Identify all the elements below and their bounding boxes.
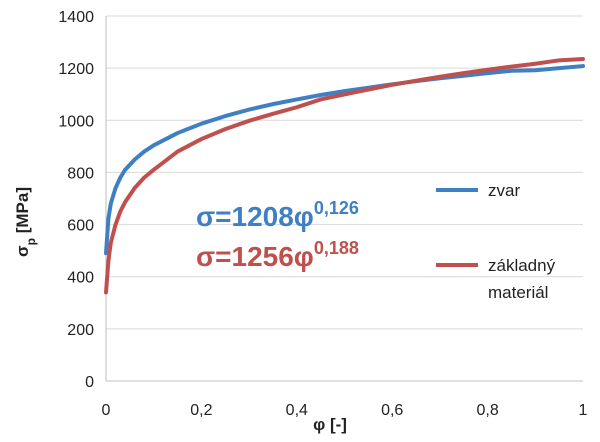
series-lines <box>104 57 585 295</box>
x-tick-label: 0,2 <box>190 402 212 419</box>
series-line-zvar <box>104 64 585 256</box>
equation-base-material: σ=1256φ0,188 <box>196 238 359 272</box>
axes <box>105 16 583 382</box>
y-tick-labels: 0 200 400 600 800 1000 1200 1400 <box>58 9 94 391</box>
x-tick-label: 0,4 <box>286 402 308 419</box>
y-tick-label: 1200 <box>58 61 94 78</box>
x-tick-label: 0,8 <box>476 402 498 419</box>
y-axis-label-main: σ <box>13 245 32 257</box>
legend-label-base-material-line1: základný <box>488 256 556 275</box>
series-line-base-material <box>104 57 585 295</box>
y-tick-label: 1400 <box>58 9 94 26</box>
legend-label-base-material-line2: materiál <box>488 283 548 302</box>
x-tick-label: 1 <box>579 402 588 419</box>
x-tick-labels: 0 0,2 0,4 0,6 0,8 1 <box>102 402 588 419</box>
y-tick-label: 800 <box>67 165 94 182</box>
y-axis-label: σp [MPa] <box>13 187 38 257</box>
y-tick-label: 600 <box>67 218 94 235</box>
equation-base-material-exponent: 0,188 <box>314 238 359 258</box>
equation-zvar: σ=1208φ0,126 <box>196 198 359 232</box>
y-tick-label: 200 <box>67 322 94 339</box>
y-tick-label: 1000 <box>58 113 94 130</box>
equation-zvar-exponent: 0,126 <box>314 198 359 218</box>
x-axis-label: φ [-] <box>313 415 347 434</box>
x-tick-label: 0 <box>102 402 111 419</box>
equation-base-material-main: σ=1256φ <box>196 241 314 272</box>
y-tick-label: 400 <box>67 270 94 287</box>
y-tick-label: 0 <box>85 374 94 391</box>
y-axis-label-unit: [MPa] <box>13 187 32 238</box>
legend: zvar základný materiál <box>436 181 556 302</box>
grid-lines <box>106 15 583 330</box>
legend-label-zvar: zvar <box>488 181 520 200</box>
x-tick-label: 0,6 <box>381 402 403 419</box>
equation-zvar-main: σ=1208φ <box>196 201 314 232</box>
y-axis-label-sub: p <box>24 238 38 245</box>
